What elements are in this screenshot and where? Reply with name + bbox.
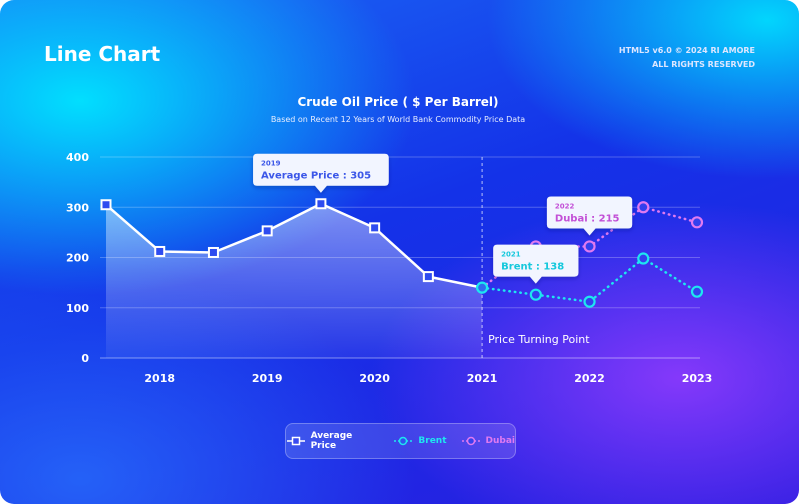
legend-dubai-marker-icon [461,436,480,446]
tooltip-year: 2022 [555,202,575,210]
average-area [106,203,483,358]
legend-label-brent: Brent [418,436,447,446]
legend-item-brent[interactable]: Brent [393,436,447,446]
copyright-line-1: HTML5 v6.0 © 2024 RI AMORE [618,46,755,55]
marker-brent [529,288,542,301]
tooltip-value: Dubai : 215 [555,213,620,224]
y-tick-label: 200 [66,252,89,265]
marker-average-price [261,225,273,237]
axis-labels: 0 100 200 300 400 2018 2019 2020 2021 2022 2023 [66,151,712,385]
tooltip-value: Average Price : 305 [261,171,371,182]
marker-brent [583,295,596,308]
page-title: Line Chart [44,42,161,66]
marker-dubai [690,216,704,229]
x-tick-label: 2021 [467,372,498,385]
tooltip-box [546,196,633,236]
area-fill [106,203,483,358]
turning-point-annotation: Price Turning Point [481,157,590,358]
tooltip-year: 2019 [261,160,281,168]
y-tick-label: 100 [66,302,89,315]
marker-average-price [369,222,381,234]
y-tick-label: 300 [66,201,89,214]
marker-dubai [583,240,596,253]
x-tick-label: 2019 [252,372,283,385]
marker-average-price [100,199,112,211]
tooltip-dubai: 2022 Dubai : 215 [546,196,633,236]
legend-item-dubai[interactable]: Dubai [461,436,515,446]
x-tick-label: 2020 [359,372,390,385]
series-line-average-price [104,202,484,289]
x-tick-label: 2018 [144,372,175,385]
marker-brent [690,285,704,298]
legend-label-average: Average Price [310,431,353,451]
x-tick-label: 2022 [574,372,605,385]
marker-dubai [637,201,650,214]
y-tick-label: 0 [81,352,89,365]
tooltip-year: 2021 [501,251,521,259]
chart-title: Crude Oil Price ( $ Per Barrel) [297,95,498,109]
copyright: HTML5 v6.0 © 2024 RI AMORE ALL RIGHTS RE… [619,44,755,72]
tooltip-average-price: 2019 Average Price : 305 [253,153,389,193]
marker-average-price [154,245,166,257]
legend-item-average[interactable]: Average Price [286,431,379,451]
marker-turning-point [475,281,489,294]
marker-average-price [315,198,327,210]
series-line-brent [480,257,699,303]
legend-brent-marker-icon [394,436,413,446]
marker-brent [637,252,650,265]
legend-average-marker-icon [287,436,305,446]
copyright-line-2: ALL RIGHTS RESERVED [652,60,755,69]
legend: Average Price Brent Dubai [285,423,516,459]
tooltip-value: Brent : 138 [501,262,564,273]
chart-subtitle: Based on Recent 12 Years of World Bank C… [271,115,525,124]
y-tick-label: 400 [66,151,89,164]
tooltip-brent: 2021 Brent : 138 [493,244,579,284]
marker-average-price [422,271,434,283]
x-tick-label: 2023 [682,372,713,385]
tooltip-box [493,244,579,284]
tooltip-box [253,153,389,193]
turning-point-label: Price Turning Point [488,333,590,346]
marker-average-price [207,246,219,258]
legend-label-dubai: Dubai [485,436,515,446]
